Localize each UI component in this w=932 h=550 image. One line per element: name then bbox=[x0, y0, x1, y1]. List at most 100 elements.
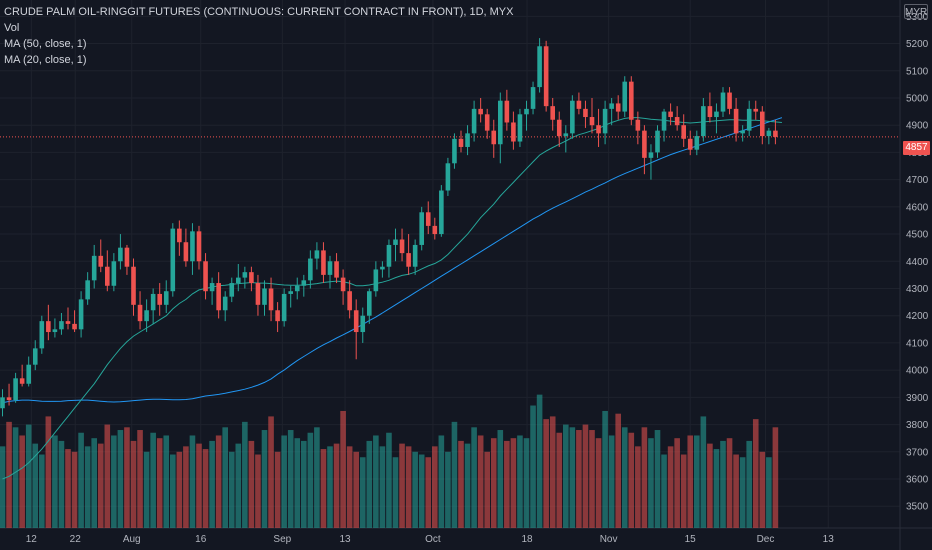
ma20-indicator-label[interactable]: MA (20, close, 1) bbox=[4, 54, 87, 66]
candle-body-102 bbox=[668, 111, 673, 118]
candle-body-91 bbox=[596, 125, 601, 134]
symbol-title[interactable]: CRUDE PALM OIL-RINGGIT FUTURES (CONTINUO… bbox=[4, 6, 514, 18]
candle-body-74 bbox=[484, 114, 490, 131]
volume-bar-116 bbox=[759, 451, 766, 528]
candle-body-110 bbox=[720, 92, 726, 112]
candle-43 bbox=[281, 288, 287, 327]
candle-body-49 bbox=[321, 250, 326, 275]
volume-bar-39 bbox=[255, 454, 261, 528]
time-axis[interactable]: 12 22 Aug 16 Sep 13 Oct 18 Nov 15 Dec 13 bbox=[26, 534, 834, 545]
moving-averages bbox=[2, 117, 783, 480]
candle-6 bbox=[39, 315, 45, 354]
volume-indicator-label[interactable]: Vol bbox=[4, 22, 20, 34]
volume-bar-81 bbox=[530, 405, 536, 528]
x-tick-label-11: 13 bbox=[823, 534, 835, 545]
candle-109 bbox=[714, 103, 719, 134]
candle-body-82 bbox=[537, 46, 542, 88]
volume-bar-46 bbox=[301, 440, 307, 528]
volume-bar-20 bbox=[130, 440, 137, 528]
candle-body-10 bbox=[65, 321, 71, 324]
volume-bar-51 bbox=[333, 443, 340, 528]
y-tick-label-1: 3600 bbox=[906, 475, 929, 486]
candle-40 bbox=[262, 280, 267, 316]
candle-96 bbox=[629, 76, 634, 126]
candle-82 bbox=[537, 38, 542, 93]
ma50-indicator-label[interactable]: MA (50, close, 1) bbox=[4, 38, 87, 50]
candle-105 bbox=[687, 130, 693, 156]
candle-body-14 bbox=[91, 255, 97, 281]
last-price-tag: 4857 bbox=[903, 141, 930, 155]
volume-bar-99 bbox=[648, 438, 654, 528]
volume-bar-68 bbox=[445, 451, 451, 528]
candle-body-103 bbox=[674, 117, 680, 126]
volume-bar-85 bbox=[556, 432, 563, 528]
volume-bar-93 bbox=[608, 435, 615, 528]
volume-bar-26 bbox=[170, 454, 176, 528]
candle-77 bbox=[504, 89, 510, 131]
candle-41 bbox=[268, 277, 274, 322]
volume-bar-29 bbox=[189, 435, 196, 528]
candle-body-75 bbox=[491, 130, 497, 145]
candle-body-36 bbox=[236, 277, 241, 284]
candle-7 bbox=[46, 304, 51, 341]
volume-bar-60 bbox=[392, 457, 399, 528]
volume-bar-38 bbox=[248, 440, 255, 528]
y-tick-label-0: 3500 bbox=[906, 502, 929, 513]
candle-72 bbox=[471, 100, 477, 142]
candle-body-42 bbox=[275, 310, 280, 322]
candle-118 bbox=[773, 119, 778, 145]
candle-0 bbox=[0, 389, 5, 417]
candle-body-28 bbox=[183, 242, 189, 262]
x-tick-label-7: 18 bbox=[521, 534, 533, 545]
candle-95 bbox=[622, 76, 628, 118]
y-tick-label-3: 3800 bbox=[906, 420, 929, 431]
candle-body-20 bbox=[131, 266, 136, 305]
candle-89 bbox=[583, 100, 588, 128]
candle-body-94 bbox=[615, 103, 621, 112]
candle-32 bbox=[209, 277, 215, 305]
candle-body-16 bbox=[105, 266, 110, 286]
volume-bar-23 bbox=[150, 432, 156, 528]
volume-bar-41 bbox=[268, 416, 274, 528]
candle-body-118 bbox=[773, 130, 778, 137]
x-tick-label-5: 13 bbox=[340, 534, 352, 545]
candle-body-73 bbox=[478, 108, 483, 115]
volume-bar-59 bbox=[386, 432, 392, 528]
candle-52 bbox=[340, 269, 346, 305]
candle-body-6 bbox=[39, 321, 45, 349]
volume-bar-24 bbox=[156, 438, 163, 528]
volume-bar-98 bbox=[641, 427, 648, 528]
candle-93 bbox=[609, 97, 614, 126]
candle-110 bbox=[720, 87, 726, 118]
x-tick-label-6: Oct bbox=[425, 534, 441, 545]
candle-11 bbox=[72, 310, 77, 333]
volume-bar-61 bbox=[399, 443, 405, 528]
candle-13 bbox=[85, 272, 90, 305]
candle-body-37 bbox=[242, 272, 248, 278]
volume-bar-3 bbox=[19, 435, 25, 528]
candle-103 bbox=[674, 106, 680, 131]
candle-body-80 bbox=[524, 108, 529, 115]
candle-body-48 bbox=[314, 250, 320, 259]
currency-badge[interactable]: MYR bbox=[904, 4, 928, 19]
candle-60 bbox=[393, 228, 398, 262]
candle-104 bbox=[681, 114, 686, 147]
candle-27 bbox=[177, 220, 182, 256]
candle-4 bbox=[26, 356, 31, 387]
candle-body-81 bbox=[530, 87, 536, 109]
candle-body-27 bbox=[177, 228, 182, 243]
candle-body-77 bbox=[504, 100, 510, 123]
candle-38 bbox=[249, 266, 254, 292]
candle-35 bbox=[229, 277, 235, 303]
y-tick-label-17: 5200 bbox=[906, 39, 929, 50]
candle-body-112 bbox=[733, 108, 739, 134]
y-tick-label-12: 4700 bbox=[906, 175, 929, 186]
candle-body-111 bbox=[727, 92, 732, 109]
volume-bar-31 bbox=[202, 449, 209, 528]
candle-body-99 bbox=[648, 152, 654, 158]
candle-67 bbox=[439, 185, 444, 237]
candle-body-115 bbox=[753, 108, 759, 112]
volume-bars bbox=[0, 394, 779, 528]
